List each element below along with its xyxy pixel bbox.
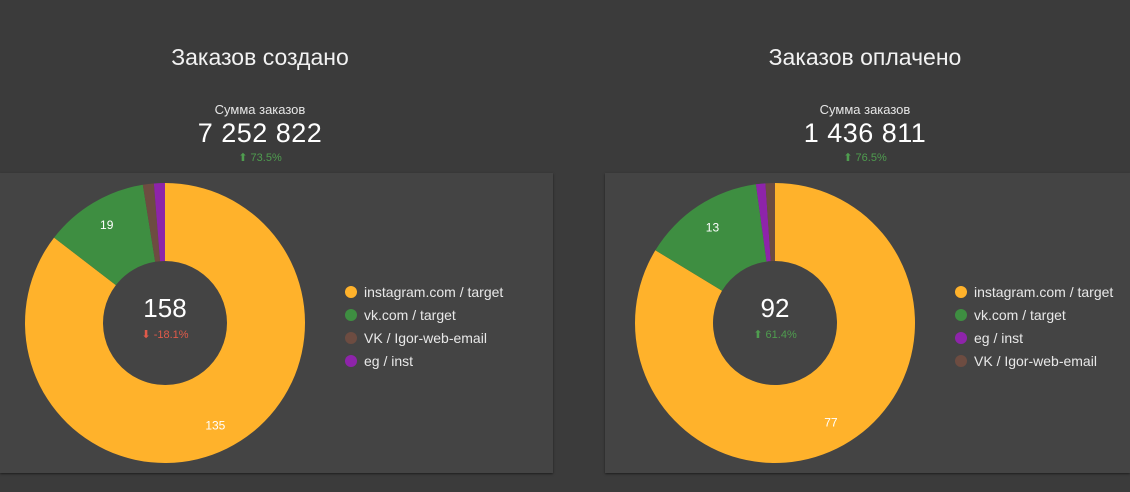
legend-label: instagram.com / target bbox=[364, 284, 504, 300]
donut-slice-eg-inst[interactable] bbox=[755, 183, 771, 262]
legend-swatch bbox=[345, 286, 357, 299]
legend-item[interactable]: instagram.com / target bbox=[955, 281, 1113, 304]
legend-swatch bbox=[345, 355, 357, 368]
legend-label: vk.com / target bbox=[364, 307, 456, 323]
legend-label: eg / inst bbox=[974, 330, 1024, 346]
legend-swatch bbox=[955, 286, 967, 299]
orders-sum-scorecard: Сумма заказов 7 252 822 ⬆ 73.5% bbox=[0, 102, 520, 164]
legend-swatch bbox=[345, 332, 357, 345]
donut-chart-card: 135 19 158 ⬇ -18.1% instagram.com / targe… bbox=[0, 173, 553, 473]
donut-slice-eg-inst[interactable] bbox=[153, 183, 165, 262]
legend-swatch bbox=[955, 309, 967, 322]
donut-center-value: 92 bbox=[760, 293, 790, 323]
panel-title: Заказов оплачено bbox=[768, 44, 962, 70]
legend-swatch bbox=[955, 332, 967, 345]
legend-label: eg / inst bbox=[364, 353, 414, 369]
scorecard-label: Сумма заказов bbox=[819, 102, 911, 117]
legend-label: vk.com / target bbox=[974, 307, 1066, 323]
legend-label: VK / Igor-web-email bbox=[364, 330, 487, 346]
orders-paid-panel: Заказов оплачено Сумма заказов 1 436 811… bbox=[565, 0, 1130, 492]
legend-item[interactable]: eg / inst bbox=[345, 350, 503, 373]
donut-slice-instagram-com-target[interactable] bbox=[635, 183, 915, 463]
scorecard-value: 7 252 822 bbox=[197, 118, 323, 148]
legend-item[interactable]: VK / Igor-web-email bbox=[955, 350, 1113, 373]
donut-center-delta: ⬇ -18.1% bbox=[141, 329, 189, 341]
scorecard-label: Сумма заказов bbox=[214, 102, 306, 117]
legend-item[interactable]: vk.com / target bbox=[955, 304, 1113, 327]
scorecard-delta: ⬆ 73.5% bbox=[238, 152, 282, 164]
legend-label: instagram.com / target bbox=[974, 284, 1114, 300]
orders-created-panel: Заказов создано Сумма заказов 7 252 822 … bbox=[0, 44, 553, 473]
donut-center: 92 ⬆ 61.4% bbox=[713, 293, 837, 341]
legend-swatch bbox=[345, 309, 357, 322]
legend-item[interactable]: vk.com / target bbox=[345, 304, 503, 327]
donut-slice-vk-com-target[interactable] bbox=[54, 184, 156, 286]
donut-chart: 135 19 bbox=[25, 183, 305, 463]
donut-slice-vk-igor-web-email[interactable] bbox=[142, 183, 161, 262]
orders-sum-scorecard: Сумма заказов 1 436 811 ⬆ 76.5% bbox=[605, 102, 1125, 164]
donut-chart-card: 77 13 92 ⬆ 61.4% instagram.com / target vk… bbox=[605, 173, 1130, 473]
chart-legend: instagram.com / target vk.com / target eg … bbox=[955, 281, 1113, 373]
legend-item[interactable]: eg / inst bbox=[955, 327, 1113, 350]
legend-item[interactable]: instagram.com / target bbox=[345, 281, 503, 304]
legend-item[interactable]: VK / Igor-web-email bbox=[345, 327, 503, 350]
donut-slice-vk-com-target[interactable] bbox=[655, 184, 767, 291]
slice-data-label: 77 bbox=[824, 415, 838, 429]
donut-chart: 77 13 bbox=[635, 183, 915, 463]
legend-label: VK / Igor-web-email bbox=[974, 353, 1097, 369]
slice-data-label: 19 bbox=[100, 218, 114, 232]
donut-slice-instagram-com-target[interactable] bbox=[25, 183, 305, 463]
panel-title: Заказов создано bbox=[171, 44, 349, 70]
donut-center-delta: ⬆ 61.4% bbox=[753, 329, 797, 341]
chart-legend: instagram.com / target vk.com / target VK … bbox=[345, 281, 503, 373]
scorecard-delta: ⬆ 76.5% bbox=[843, 152, 887, 164]
donut-center: 158 ⬇ -18.1% bbox=[103, 293, 227, 341]
slice-data-label: 13 bbox=[706, 221, 720, 235]
legend-swatch bbox=[955, 355, 967, 368]
donut-slice-vk-igor-web-email[interactable] bbox=[765, 183, 775, 262]
donut-center-value: 158 bbox=[143, 293, 187, 323]
scorecard-value: 1 436 811 bbox=[803, 118, 927, 148]
slice-data-label: 135 bbox=[205, 418, 225, 432]
